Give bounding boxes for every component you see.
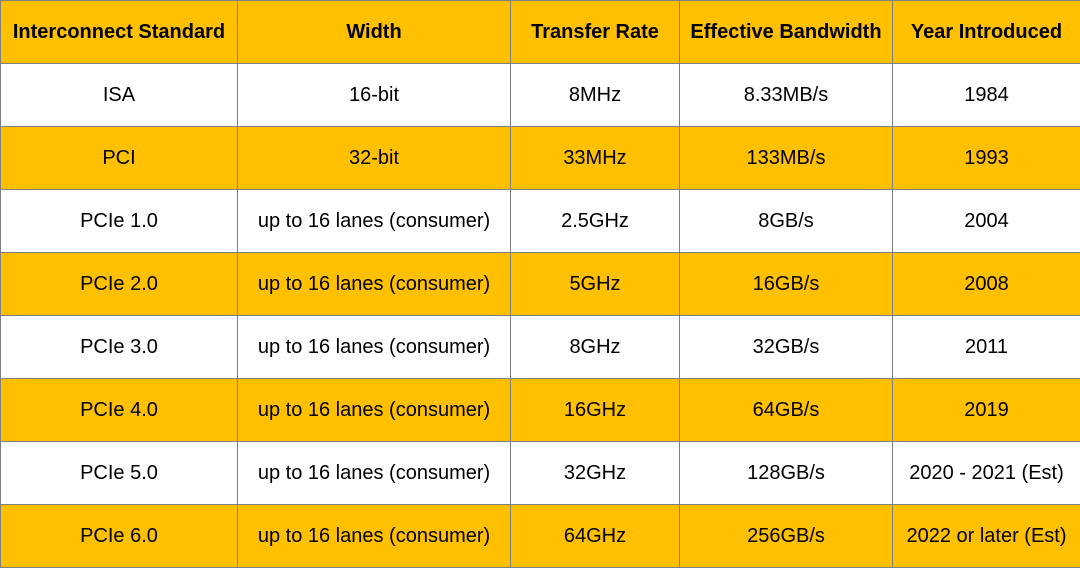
table-row: PCIe 4.0 up to 16 lanes (consumer) 16GHz… [1, 379, 1080, 442]
header-cell: Year Introduced [893, 1, 1080, 64]
table-cell: PCIe 5.0 [1, 442, 238, 505]
table-cell: PCIe 6.0 [1, 505, 238, 568]
table-cell: 16-bit [238, 64, 511, 127]
table-cell: 8MHz [511, 64, 680, 127]
table-row: PCIe 5.0 up to 16 lanes (consumer) 32GHz… [1, 442, 1080, 505]
table-cell: 1993 [893, 127, 1080, 190]
table-cell: 33MHz [511, 127, 680, 190]
table-cell: 2.5GHz [511, 190, 680, 253]
table-cell: 8GHz [511, 316, 680, 379]
table-cell: ISA [1, 64, 238, 127]
table-cell: PCIe 2.0 [1, 253, 238, 316]
header-cell: Transfer Rate [511, 1, 680, 64]
table-cell: 133MB/s [680, 127, 893, 190]
table-cell: 128GB/s [680, 442, 893, 505]
table-row: PCI 32-bit 33MHz 133MB/s 1993 [1, 127, 1080, 190]
header-cell: Effective Bandwidth [680, 1, 893, 64]
table-cell: up to 16 lanes (consumer) [238, 190, 511, 253]
table-cell: 5GHz [511, 253, 680, 316]
table-cell: up to 16 lanes (consumer) [238, 442, 511, 505]
table-cell: 16GB/s [680, 253, 893, 316]
table-cell: PCIe 4.0 [1, 379, 238, 442]
table-cell: 64GB/s [680, 379, 893, 442]
table-row: ISA 16-bit 8MHz 8.33MB/s 1984 [1, 64, 1080, 127]
table-cell: 2019 [893, 379, 1080, 442]
table-row: PCIe 2.0 up to 16 lanes (consumer) 5GHz … [1, 253, 1080, 316]
table-cell: 16GHz [511, 379, 680, 442]
table-cell: up to 16 lanes (consumer) [238, 505, 511, 568]
header-cell: Interconnect Standard [1, 1, 238, 64]
table-cell: 256GB/s [680, 505, 893, 568]
table-cell: up to 16 lanes (consumer) [238, 316, 511, 379]
table-cell: 64GHz [511, 505, 680, 568]
table-row: PCIe 6.0 up to 16 lanes (consumer) 64GHz… [1, 505, 1080, 568]
table-cell: 32-bit [238, 127, 511, 190]
table-cell: 2022 or later (Est) [893, 505, 1080, 568]
table-cell: 2004 [893, 190, 1080, 253]
table-cell: PCIe 3.0 [1, 316, 238, 379]
table-cell: 8.33MB/s [680, 64, 893, 127]
table-row: PCIe 3.0 up to 16 lanes (consumer) 8GHz … [1, 316, 1080, 379]
table-cell: 2008 [893, 253, 1080, 316]
table-cell: 2020 - 2021 (Est) [893, 442, 1080, 505]
header-row: Interconnect Standard Width Transfer Rat… [1, 1, 1080, 64]
table-row: PCIe 1.0 up to 16 lanes (consumer) 2.5GH… [1, 190, 1080, 253]
table-cell: PCI [1, 127, 238, 190]
header-cell: Width [238, 1, 511, 64]
table-cell: 32GHz [511, 442, 680, 505]
table-cell: 1984 [893, 64, 1080, 127]
table-cell: 2011 [893, 316, 1080, 379]
table-cell: 32GB/s [680, 316, 893, 379]
table-cell: PCIe 1.0 [1, 190, 238, 253]
table-cell: up to 16 lanes (consumer) [238, 253, 511, 316]
table-cell: 8GB/s [680, 190, 893, 253]
table-cell: up to 16 lanes (consumer) [238, 379, 511, 442]
